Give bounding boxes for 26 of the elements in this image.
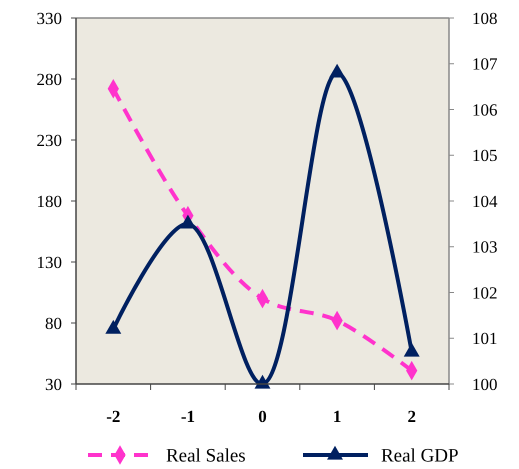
y-tick-label: 130 [36, 252, 62, 272]
y2-tick-label: 108 [472, 8, 498, 28]
y-tick-label: 80 [45, 314, 62, 333]
y2-tick-label: 102 [472, 283, 498, 302]
y-tick-label: 230 [36, 130, 62, 150]
legend-label: Real Sales [166, 446, 246, 467]
point [329, 64, 346, 78]
y2-tick-label: 100 [472, 374, 498, 394]
x-tick-label: 0 [258, 407, 267, 426]
x-tick-label: -1 [180, 407, 195, 426]
legend-label: Real GDP [381, 446, 459, 467]
y2-tick-label: 103 [472, 238, 498, 257]
y2-tick-label: 107 [472, 54, 498, 74]
y2-tick-label: 106 [472, 100, 498, 120]
y-tick-label: 280 [36, 70, 62, 89]
point [404, 342, 420, 357]
y2-tick-label: 104 [472, 192, 498, 211]
y2-tick-label: 105 [472, 146, 498, 166]
x-tick-label: 1 [332, 407, 342, 426]
y-tick-label: 330 [36, 8, 62, 28]
point [105, 320, 122, 334]
y-tick-label: 30 [45, 374, 62, 394]
y-tick-label: 180 [36, 192, 62, 211]
y2-tick-label: 101 [472, 329, 498, 348]
x-tick-label: 2 [407, 407, 416, 426]
x-tick-label: -2 [106, 407, 120, 426]
